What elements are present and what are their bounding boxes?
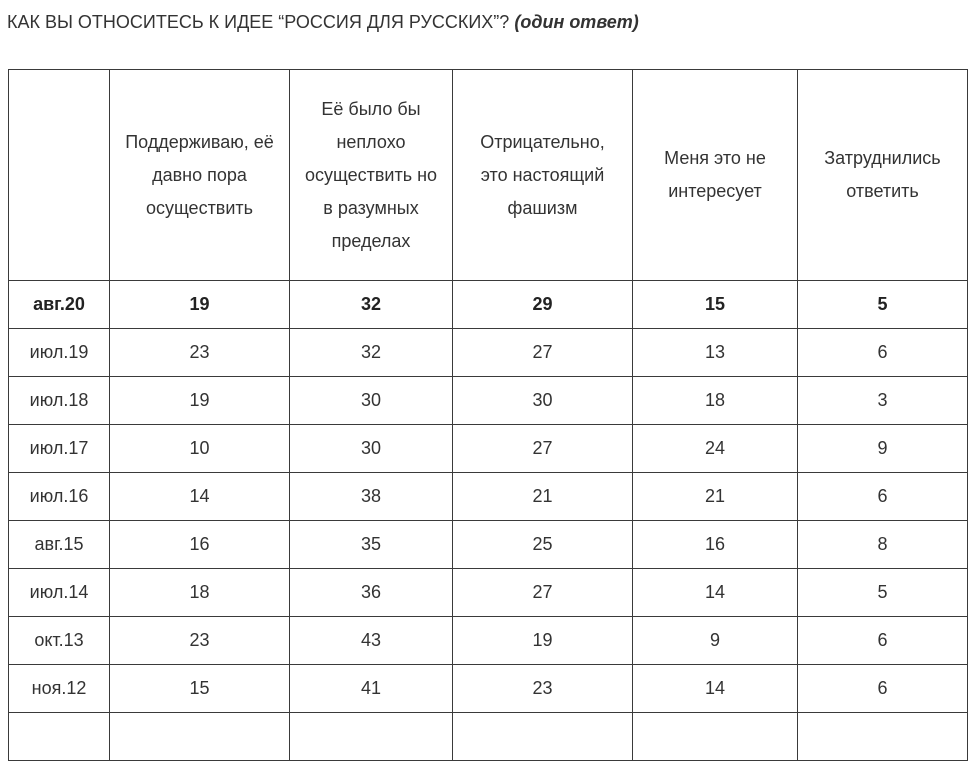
value-cell: 9 (632, 616, 798, 665)
row-date-cell: июл.18 (8, 376, 110, 425)
value-cell: 6 (797, 328, 968, 377)
value-cell: 5 (797, 280, 968, 329)
value-cell: 8 (797, 520, 968, 569)
value-cell: 29 (452, 280, 633, 329)
value-cell: 14 (632, 568, 798, 617)
value-cell: 6 (797, 472, 968, 521)
table-row: ноя.12 15 41 23 14 6 (8, 664, 968, 713)
survey-results-table: Поддерживаю, её давно пора осуществить Е… (8, 69, 968, 761)
value-cell: 18 (632, 376, 798, 425)
value-cell: 30 (289, 376, 453, 425)
table-row: июл.14 18 36 27 14 5 (8, 568, 968, 617)
answer-note: (один ответ) (514, 12, 639, 32)
header-cell-not-interested: Меня это не интересует (632, 69, 798, 281)
value-cell: 21 (452, 472, 633, 521)
header-cell-negative: Отрицательно, это настоящий фашизм (452, 69, 633, 281)
value-cell: 27 (452, 568, 633, 617)
value-cell: 23 (109, 328, 290, 377)
value-cell: 25 (452, 520, 633, 569)
value-cell: 9 (797, 424, 968, 473)
row-date-cell: июл.14 (8, 568, 110, 617)
value-cell: 13 (632, 328, 798, 377)
value-cell: 32 (289, 328, 453, 377)
table-row: июл.18 19 30 30 18 3 (8, 376, 968, 425)
value-cell: 23 (452, 664, 633, 713)
value-cell: 36 (289, 568, 453, 617)
value-cell: 21 (632, 472, 798, 521)
row-date-cell: ноя.12 (8, 664, 110, 713)
value-cell: 27 (452, 328, 633, 377)
value-cell: 18 (109, 568, 290, 617)
value-cell: 23 (109, 616, 290, 665)
row-date-cell: июл.19 (8, 328, 110, 377)
table-row: авг.20 19 32 29 15 5 (8, 280, 968, 329)
value-cell: 16 (109, 520, 290, 569)
table-row: июл.17 10 30 27 24 9 (8, 424, 968, 473)
value-cell: 38 (289, 472, 453, 521)
header-cell-no-answer: Затруднились ответить (797, 69, 968, 281)
header-row: Поддерживаю, её давно пора осуществить Е… (8, 69, 968, 281)
row-date-cell: окт.13 (8, 616, 110, 665)
header-cell-date (8, 69, 110, 281)
value-cell: 19 (109, 280, 290, 329)
table-row: июл.16 14 38 21 21 6 (8, 472, 968, 521)
value-cell: 43 (289, 616, 453, 665)
value-cell: 32 (289, 280, 453, 329)
value-cell: 27 (452, 424, 633, 473)
row-date-cell: авг.20 (8, 280, 110, 329)
row-date-cell: июл.17 (8, 424, 110, 473)
table-row: июл.19 23 32 27 13 6 (8, 328, 968, 377)
value-cell: 30 (452, 376, 633, 425)
question-text: КАК ВЫ ОТНОСИТЕСЬ К ИДЕЕ “РОССИЯ ДЛЯ РУС… (7, 12, 510, 32)
value-cell: 3 (797, 376, 968, 425)
value-cell: 15 (109, 664, 290, 713)
value-cell: 5 (797, 568, 968, 617)
value-cell: 6 (797, 664, 968, 713)
header-cell-support: Поддерживаю, её давно пора осуществить (109, 69, 290, 281)
value-cell: 15 (632, 280, 798, 329)
table-row: авг.15 16 35 25 16 8 (8, 520, 968, 569)
header-cell-reasonable-limits: Её было бы неплохо осуществить но в разу… (289, 69, 453, 281)
value-cell: 35 (289, 520, 453, 569)
table-row: окт.13 23 43 19 9 6 (8, 616, 968, 665)
value-cell: 30 (289, 424, 453, 473)
value-cell: 41 (289, 664, 453, 713)
value-cell: 16 (632, 520, 798, 569)
value-cell: 24 (632, 424, 798, 473)
value-cell: 19 (109, 376, 290, 425)
value-cell: 10 (109, 424, 290, 473)
value-cell: 6 (797, 616, 968, 665)
value-cell: 19 (452, 616, 633, 665)
row-date-cell: авг.15 (8, 520, 110, 569)
value-cell: 14 (109, 472, 290, 521)
row-date-cell: июл.16 (8, 472, 110, 521)
survey-question-heading: КАК ВЫ ОТНОСИТЕСЬ К ИДЕЕ “РОССИЯ ДЛЯ РУС… (7, 9, 639, 35)
value-cell: 14 (632, 664, 798, 713)
